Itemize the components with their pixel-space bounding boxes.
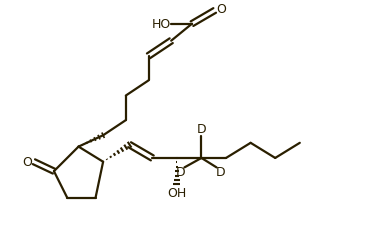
Text: O: O bbox=[23, 156, 32, 169]
Text: O: O bbox=[217, 3, 227, 16]
Text: D: D bbox=[215, 165, 225, 178]
Text: HO: HO bbox=[152, 18, 171, 31]
Text: D: D bbox=[176, 165, 185, 178]
Text: OH: OH bbox=[167, 186, 187, 199]
Text: D: D bbox=[197, 122, 206, 135]
